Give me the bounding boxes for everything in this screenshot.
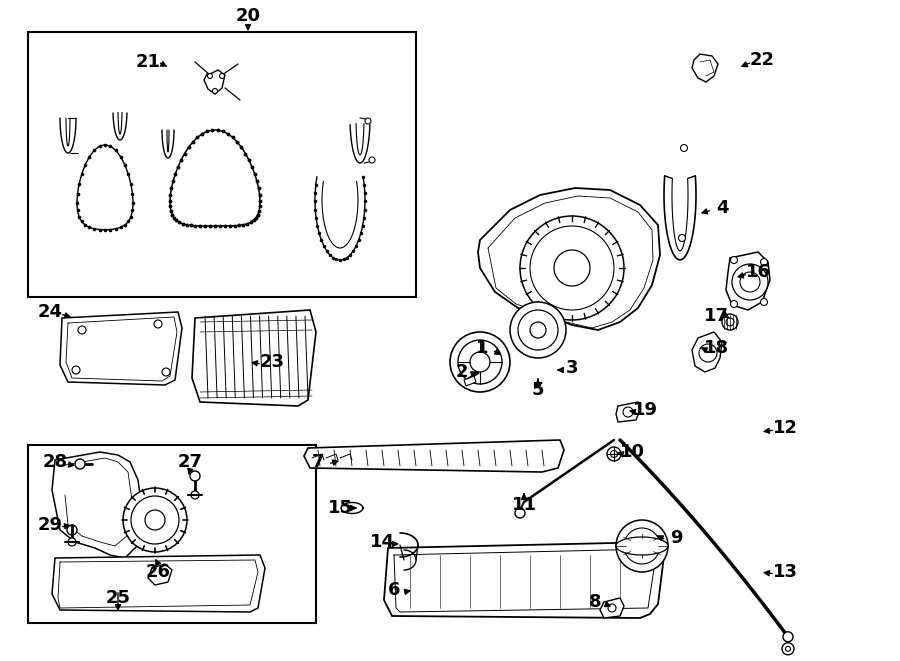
Text: 25: 25 (105, 589, 130, 607)
Circle shape (458, 340, 502, 384)
Polygon shape (52, 452, 142, 558)
Text: 3: 3 (566, 359, 578, 377)
Polygon shape (304, 440, 564, 472)
Circle shape (369, 157, 375, 163)
Circle shape (78, 326, 86, 334)
Polygon shape (60, 312, 182, 385)
Text: 12: 12 (772, 419, 797, 437)
Bar (28, 445, 316, 623)
Text: 9: 9 (670, 529, 682, 547)
Circle shape (679, 235, 686, 241)
Text: 13: 13 (772, 563, 797, 581)
Polygon shape (692, 54, 718, 82)
Circle shape (191, 491, 199, 499)
Text: 27: 27 (177, 453, 202, 471)
Polygon shape (192, 310, 316, 406)
Polygon shape (478, 188, 660, 330)
Text: 17: 17 (704, 307, 728, 325)
Circle shape (75, 459, 85, 469)
Polygon shape (616, 402, 640, 422)
Circle shape (782, 642, 794, 655)
Text: 20: 20 (236, 7, 260, 25)
Circle shape (67, 525, 77, 535)
Circle shape (365, 118, 371, 124)
Circle shape (145, 510, 165, 530)
Circle shape (530, 226, 614, 310)
Polygon shape (692, 332, 722, 372)
Text: 23: 23 (259, 353, 284, 371)
Text: 22: 22 (750, 51, 775, 69)
Text: 11: 11 (511, 496, 536, 514)
Circle shape (68, 538, 76, 546)
Text: 29: 29 (38, 516, 62, 534)
Polygon shape (204, 70, 225, 94)
Circle shape (783, 632, 793, 642)
Circle shape (154, 320, 162, 328)
Polygon shape (52, 555, 265, 612)
Circle shape (520, 216, 624, 320)
Ellipse shape (616, 537, 668, 555)
Text: 2: 2 (455, 363, 468, 381)
Circle shape (162, 368, 170, 376)
Circle shape (470, 352, 490, 372)
Circle shape (731, 301, 737, 307)
Circle shape (699, 344, 717, 362)
Circle shape (530, 322, 546, 338)
Text: 5: 5 (532, 381, 544, 399)
Circle shape (731, 256, 737, 264)
Circle shape (131, 496, 179, 544)
Polygon shape (464, 376, 476, 386)
Circle shape (610, 451, 617, 457)
Circle shape (722, 314, 738, 330)
Text: 24: 24 (38, 303, 62, 321)
Circle shape (616, 520, 668, 572)
Circle shape (760, 258, 768, 266)
Text: 1: 1 (476, 339, 488, 357)
Text: 18: 18 (704, 339, 729, 357)
Circle shape (607, 447, 621, 461)
Circle shape (623, 407, 633, 417)
Circle shape (220, 73, 224, 79)
Circle shape (726, 318, 734, 326)
Circle shape (450, 332, 510, 392)
Text: 19: 19 (633, 401, 658, 419)
Text: 14: 14 (370, 533, 394, 551)
Circle shape (208, 73, 212, 79)
Circle shape (760, 299, 768, 305)
Text: 16: 16 (745, 263, 770, 281)
Circle shape (554, 250, 590, 286)
Circle shape (680, 145, 688, 151)
Text: 7: 7 (311, 453, 324, 471)
Circle shape (624, 528, 660, 564)
Circle shape (740, 272, 760, 292)
Circle shape (518, 310, 558, 350)
Text: 6: 6 (388, 581, 400, 599)
Circle shape (510, 302, 566, 358)
Circle shape (190, 471, 200, 481)
Text: 21: 21 (136, 53, 160, 71)
Polygon shape (384, 542, 664, 618)
Text: 4: 4 (716, 199, 728, 217)
Circle shape (212, 89, 218, 93)
Circle shape (123, 488, 187, 552)
Polygon shape (726, 252, 770, 310)
Circle shape (72, 366, 80, 374)
Circle shape (786, 646, 790, 651)
Text: 28: 28 (42, 453, 68, 471)
Text: 26: 26 (146, 563, 170, 581)
Bar (28, 32, 416, 297)
Polygon shape (600, 598, 624, 618)
Circle shape (608, 604, 616, 612)
Circle shape (732, 264, 768, 300)
Text: 15: 15 (328, 499, 353, 517)
Circle shape (515, 508, 525, 518)
Text: 8: 8 (589, 593, 601, 611)
Text: 10: 10 (619, 443, 644, 461)
